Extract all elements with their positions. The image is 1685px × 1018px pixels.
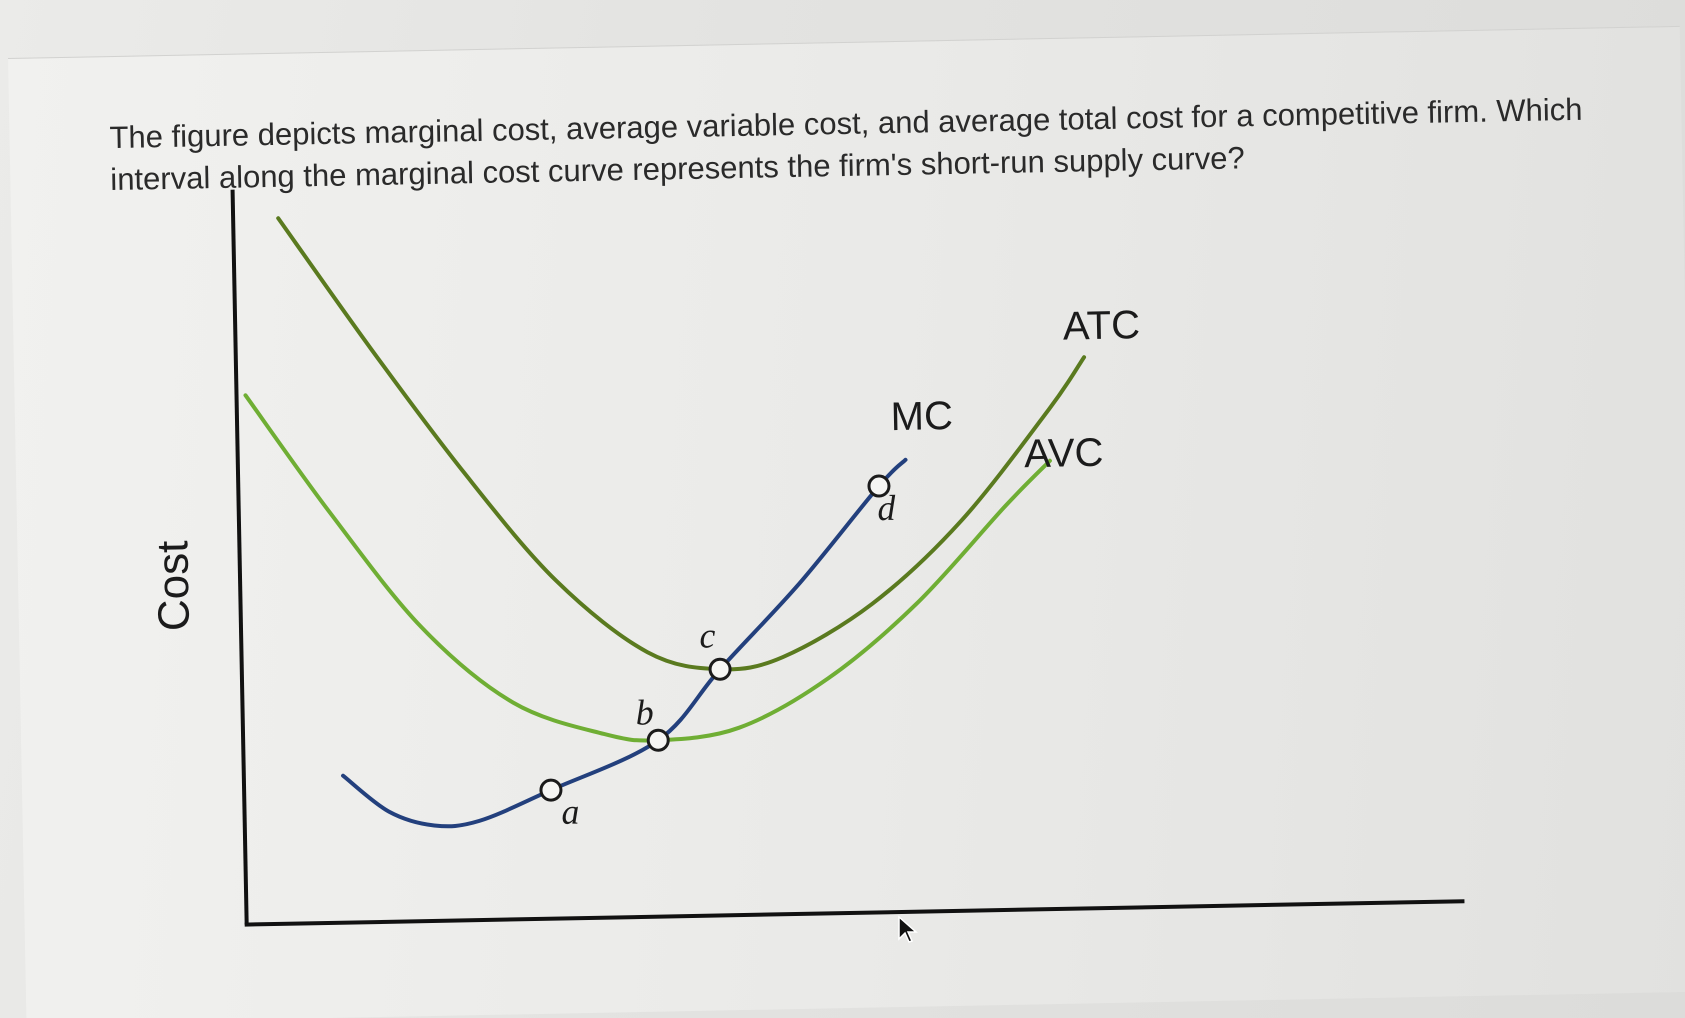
point-label-b: b: [635, 692, 654, 732]
curve-mc: [341, 457, 908, 829]
label-mc: MC: [890, 394, 953, 439]
cost-curves-chart: Cost ATC AVC MC a b c d: [148, 189, 1465, 927]
point-label-d: d: [877, 488, 897, 528]
label-avc: AVC: [1024, 431, 1104, 477]
point-marker-c: [708, 657, 732, 681]
question-panel: The figure depicts marginal cost, averag…: [8, 25, 1685, 1018]
point-marker-d: [867, 474, 891, 498]
labels-layer: ATC AVC MC a b c d: [561, 303, 1141, 832]
y-axis: [230, 189, 249, 925]
mouse-cursor-icon: [898, 915, 918, 943]
markers-layer: [539, 474, 891, 802]
curve-atc: [276, 216, 1087, 672]
label-atc: ATC: [1063, 303, 1141, 348]
x-axis: [244, 899, 1465, 927]
point-marker-b: [646, 728, 670, 752]
point-label-c: c: [699, 615, 716, 655]
point-label-a: a: [561, 792, 580, 832]
y-axis-label: Cost: [148, 540, 199, 631]
point-marker-a: [539, 778, 563, 802]
